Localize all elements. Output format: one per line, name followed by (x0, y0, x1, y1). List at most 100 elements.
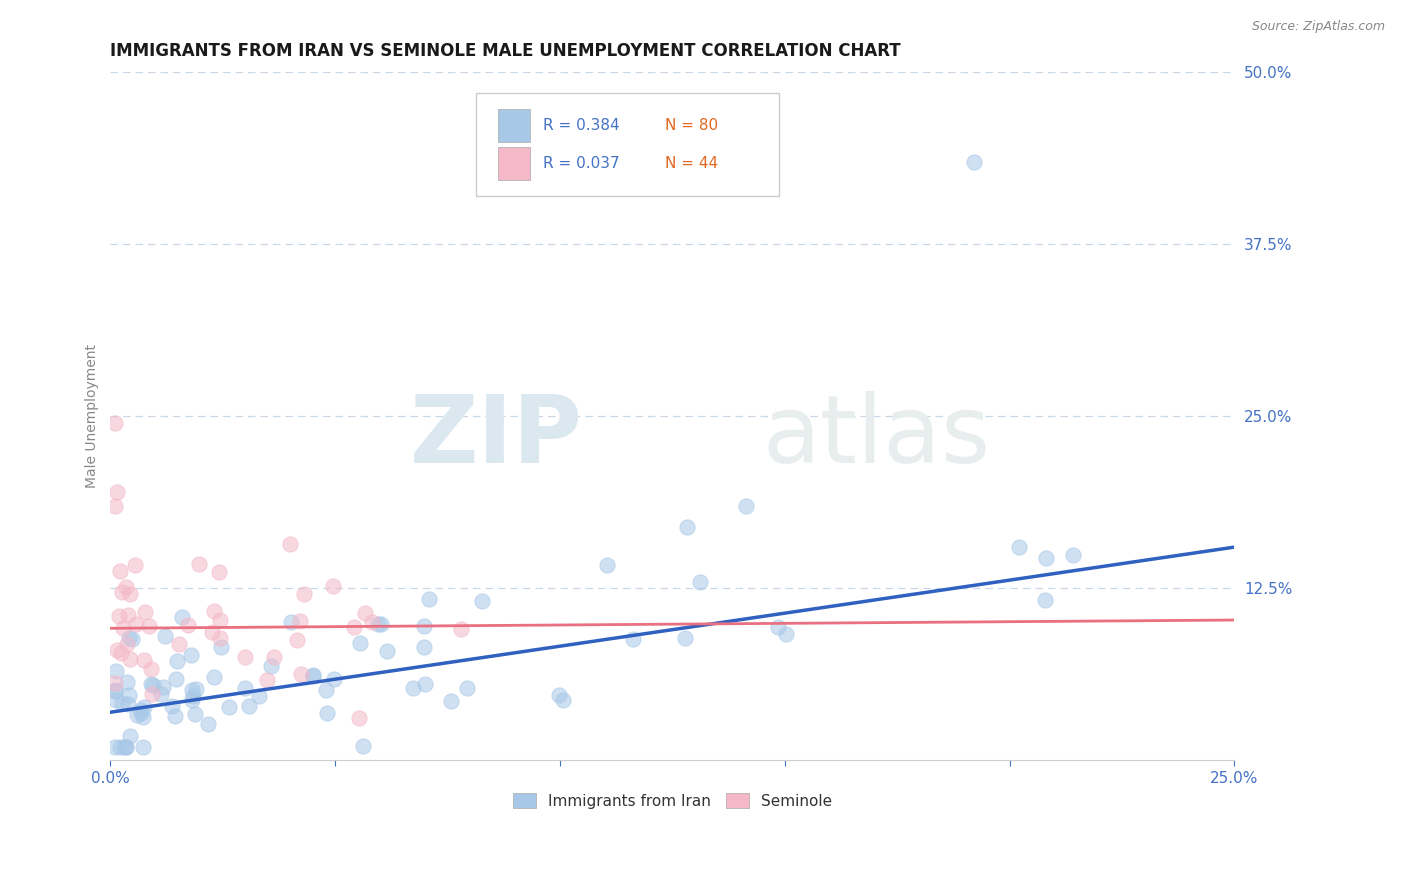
Point (105, 693, 128, 707)
Point (131, 703, 153, 717)
Point (188, 558, 211, 572)
Point (349, 636, 371, 650)
Point (176, 618, 198, 632)
Point (208, 631, 231, 645)
Point (166, 654, 188, 668)
Point (181, 693, 204, 707)
Point (233, 681, 256, 695)
Point (292, 586, 315, 600)
Point (233, 650, 256, 665)
Point (413, 640, 436, 654)
Point (112, 739, 135, 754)
Y-axis label: Male Unemployment: Male Unemployment (86, 344, 100, 489)
Point (218, 700, 240, 714)
Point (139, 662, 162, 676)
Point (302, 668, 325, 682)
Point (197, 716, 219, 731)
Point (471, 594, 494, 608)
Point (402, 681, 425, 695)
FancyBboxPatch shape (498, 109, 530, 142)
Point (118, 689, 141, 703)
Point (676, 519, 699, 533)
Point (114, 739, 136, 754)
Point (117, 607, 139, 622)
Point (141, 687, 163, 701)
Point (768, 619, 790, 633)
Point (621, 632, 644, 646)
Text: atlas: atlas (762, 391, 991, 483)
Point (104, 676, 127, 690)
Point (349, 711, 371, 725)
Point (418, 591, 440, 606)
Point (181, 683, 204, 698)
Point (141, 677, 163, 691)
Text: R = 0.037: R = 0.037 (543, 156, 620, 171)
Point (689, 575, 711, 590)
Legend: Immigrants from Iran, Seminole: Immigrants from Iran, Seminole (506, 787, 838, 814)
Point (111, 697, 134, 711)
Point (553, 693, 575, 707)
Point (775, 627, 797, 641)
Point (343, 619, 366, 633)
Point (547, 688, 569, 702)
Point (134, 605, 156, 619)
Point (375, 643, 398, 657)
Point (208, 565, 231, 579)
Point (160, 698, 183, 713)
Point (180, 648, 202, 663)
Point (247, 689, 270, 703)
Point (301, 669, 323, 683)
Point (316, 706, 339, 720)
Point (285, 633, 308, 648)
Point (115, 580, 138, 594)
Point (209, 640, 232, 654)
Point (450, 622, 472, 636)
Point (208, 613, 231, 627)
Text: R = 0.384: R = 0.384 (543, 118, 620, 133)
Point (288, 614, 311, 628)
Point (117, 697, 139, 711)
Point (111, 584, 134, 599)
Point (112, 621, 135, 635)
Point (370, 616, 392, 631)
Point (105, 642, 128, 657)
Point (354, 606, 377, 620)
Point (315, 682, 337, 697)
Point (238, 698, 260, 713)
Point (256, 673, 278, 688)
Point (134, 653, 156, 667)
Point (202, 670, 225, 684)
Point (202, 604, 225, 618)
Text: N = 44: N = 44 (665, 156, 717, 171)
Point (367, 617, 389, 632)
Point (127, 708, 149, 723)
Point (167, 637, 190, 651)
FancyBboxPatch shape (498, 147, 530, 180)
Point (184, 681, 207, 696)
Point (413, 619, 436, 633)
Point (352, 739, 374, 753)
Point (165, 709, 187, 723)
Point (280, 615, 302, 629)
Point (110, 564, 132, 578)
Point (673, 631, 696, 645)
Point (132, 699, 155, 714)
Point (1035, 593, 1057, 607)
Point (735, 500, 758, 514)
Text: ZIP: ZIP (409, 391, 582, 483)
Point (118, 651, 141, 665)
Point (361, 615, 384, 629)
Point (962, 154, 984, 169)
Point (1062, 548, 1084, 562)
FancyBboxPatch shape (475, 93, 779, 196)
Point (110, 646, 132, 660)
Text: N = 80: N = 80 (665, 118, 717, 133)
Point (114, 739, 136, 754)
Point (260, 658, 283, 673)
Point (115, 674, 138, 689)
Point (115, 637, 138, 651)
Point (132, 739, 155, 754)
Point (142, 678, 165, 692)
Point (117, 631, 139, 645)
Point (1008, 540, 1031, 554)
